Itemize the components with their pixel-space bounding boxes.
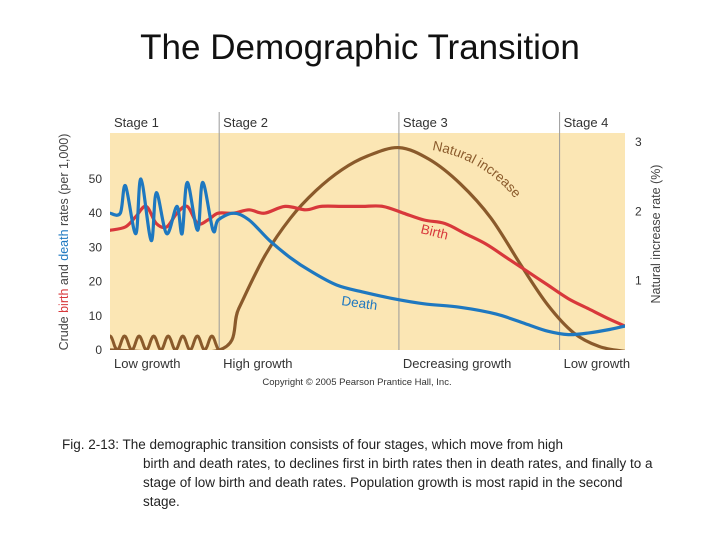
stage-label-2: Stage 2	[223, 115, 268, 130]
natural-increase-stage1-oscillation	[110, 334, 221, 350]
stage-label-4: Stage 4	[564, 115, 609, 130]
demographic-transition-chart: Stage 1 Stage 2 Stage 3 Stage 4 0 10 20 30 40 50…	[57, 112, 663, 388]
death-line	[110, 177, 625, 337]
stage-header-3	[398, 112, 560, 133]
copyright-text: Copyright © 2005 Pearson Prantice Hall, …	[262, 377, 451, 388]
phase-label-2: High growth	[223, 356, 292, 371]
phase-label-4: Low growth	[564, 356, 630, 371]
birth-line	[110, 204, 625, 328]
right-tick-label: 3	[635, 135, 642, 149]
right-tick-label: 2	[635, 204, 642, 218]
left-axis-label-part-3: and	[57, 261, 71, 289]
plot-background	[110, 133, 625, 350]
birth-annotation: Birth	[419, 221, 450, 242]
left-tick-label: 10	[89, 309, 103, 323]
caption-continuation: birth and death rates, to declines first…	[143, 456, 653, 509]
phase-label-3: Decreasing growth	[403, 356, 511, 371]
natural-increase-line	[110, 145, 625, 350]
stage-header-2	[219, 112, 399, 133]
caption-line-1: Fig. 2-13: The demographic transition co…	[62, 437, 563, 452]
left-axis-label-part-1: Crude	[57, 313, 71, 351]
stage-label-3: Stage 3	[403, 115, 448, 130]
stage-header-4	[559, 112, 625, 133]
slide-title: The Demographic Transition	[140, 28, 580, 67]
death-annotation: Death	[341, 293, 379, 313]
phase-label-1: Low growth	[114, 356, 180, 371]
left-tick-label: 50	[89, 172, 103, 186]
left-axis-label-part-4: death	[57, 229, 71, 260]
left-tick-label: 20	[89, 275, 103, 289]
stage-header-1	[110, 112, 220, 133]
left-tick-label: 40	[89, 206, 103, 220]
stage-label-1: Stage 1	[114, 115, 159, 130]
figure-caption: Fig. 2-13: The demographic transition co…	[62, 435, 662, 511]
left-axis-label-part-2: birth	[57, 289, 71, 313]
left-axis-label-part-5: rates (per 1,000)	[57, 134, 71, 230]
left-axis-label: Crude birth and death rates (per 1,000)	[57, 134, 71, 351]
right-tick-label: 1	[635, 274, 642, 288]
left-tick-label: 0	[95, 343, 102, 357]
right-axis-label: Natural increase rate (%)	[649, 165, 663, 304]
left-tick-label: 30	[89, 240, 103, 254]
